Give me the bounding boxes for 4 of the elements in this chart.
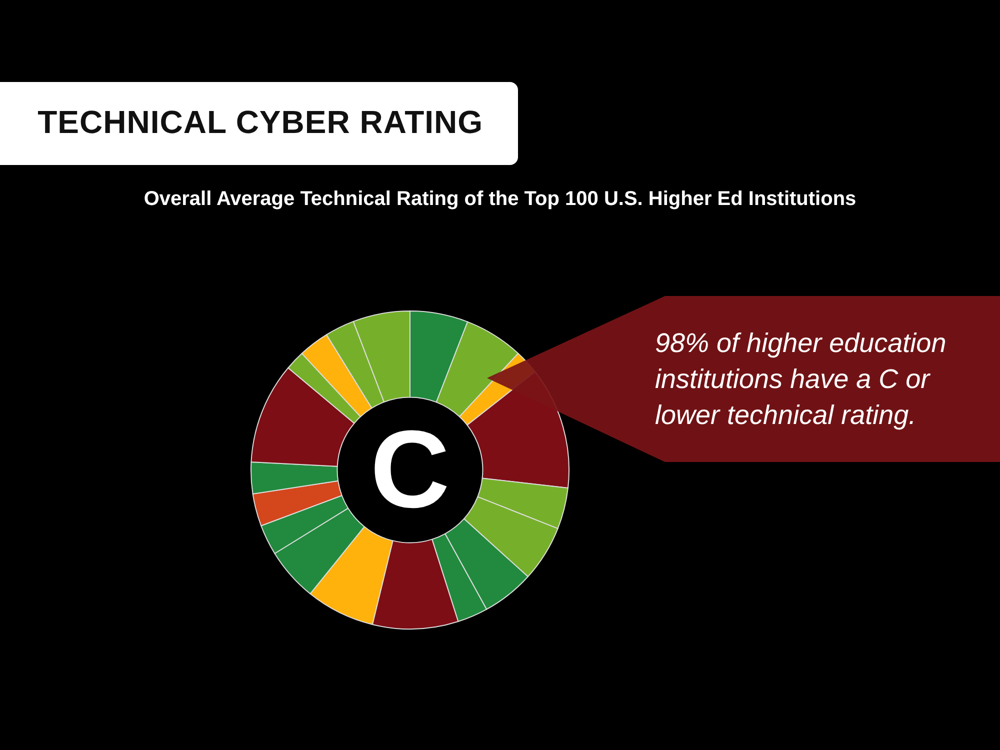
chart-title: TECHNICAL CYBER RATING xyxy=(38,104,483,141)
text: C xyxy=(369,407,451,533)
chart-subtitle: Overall Average Technical Rating of the Top 100 U.S. Higher Ed Institutions xyxy=(142,188,858,211)
text: 98% of higher education institutions have a C or lower technical rating. xyxy=(655,327,948,432)
